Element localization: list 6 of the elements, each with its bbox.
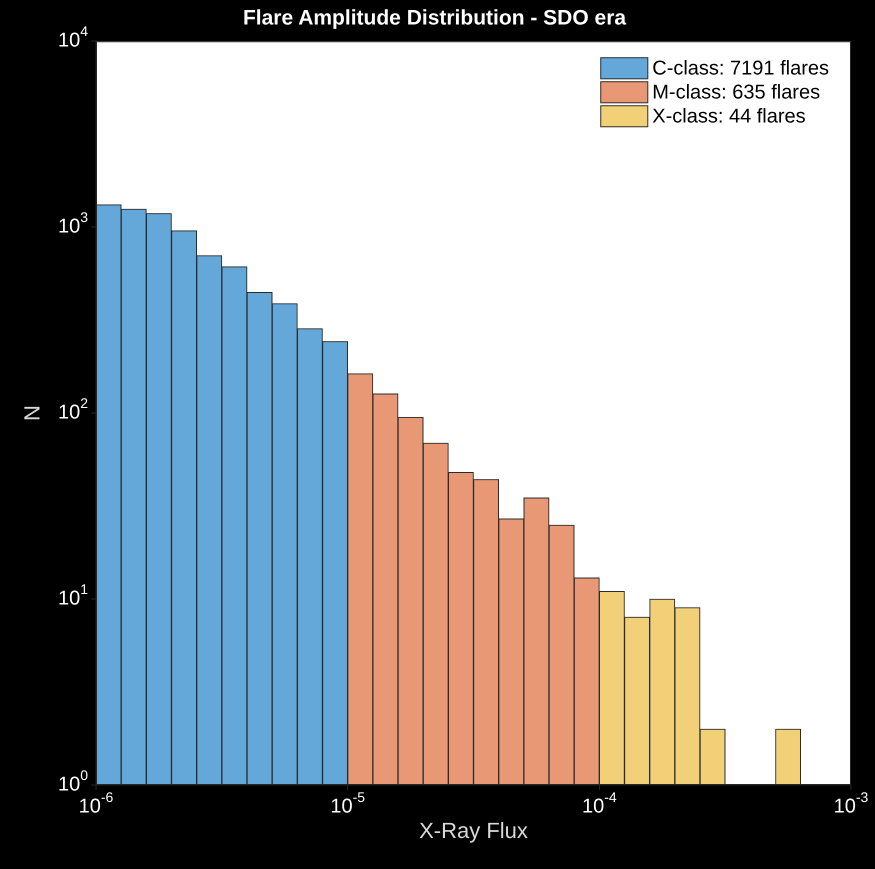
y-axis-title: N	[19, 405, 44, 422]
legend-label: X-class: 44 flares	[652, 106, 806, 128]
legend-label: M-class: 635 flares	[652, 82, 820, 104]
chart-title: Flare Amplitude Distribution - SDO era	[242, 6, 626, 30]
legend-label: C-class: 7191 flares	[652, 58, 830, 80]
x-axis-title: X-Ray Flux	[419, 818, 528, 843]
